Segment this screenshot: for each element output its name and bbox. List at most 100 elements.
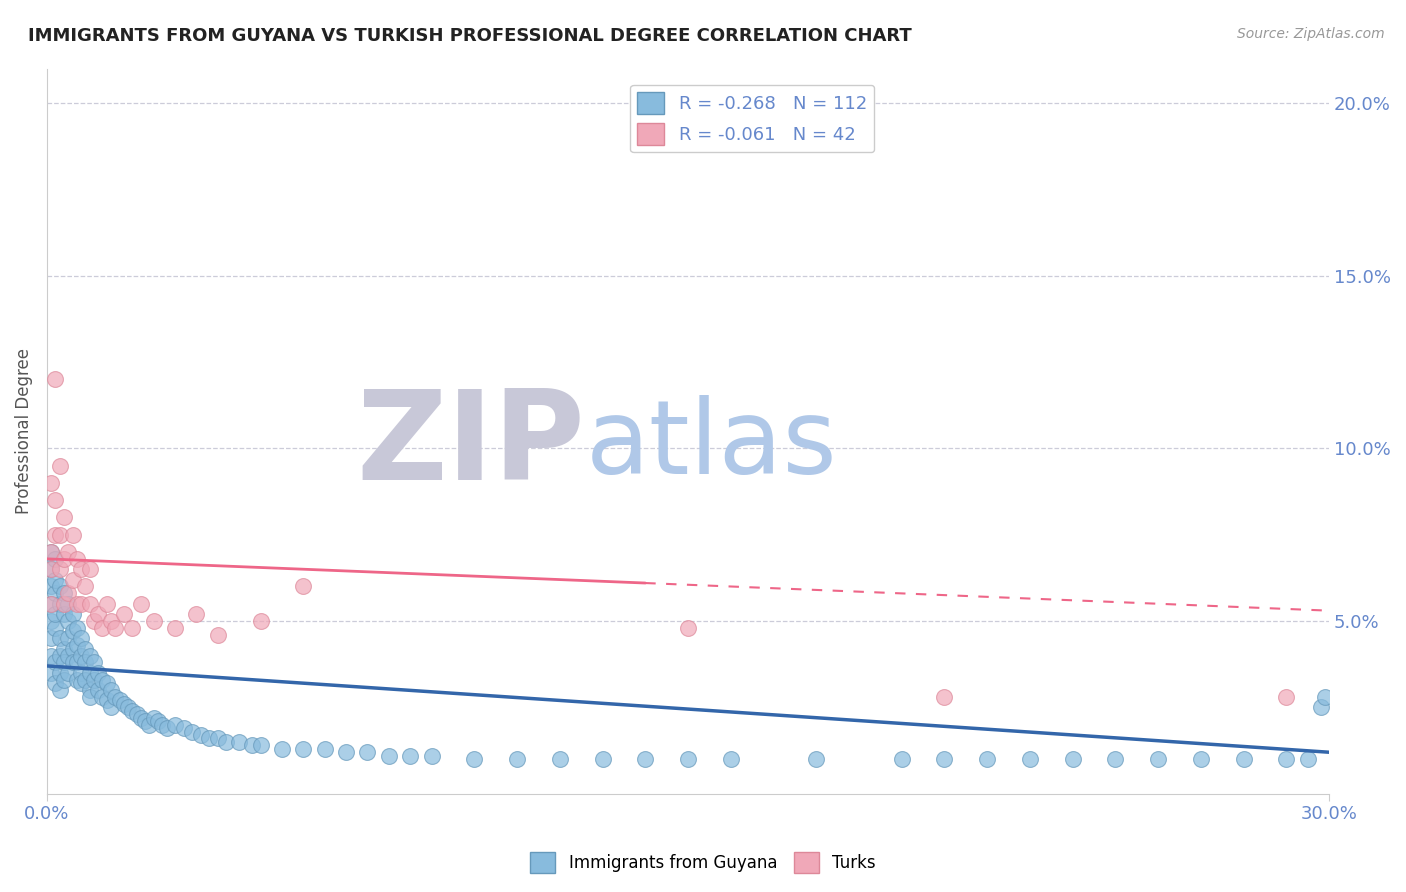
Point	[58, 632, 80, 646]
Point	[39, 597, 62, 611]
Point	[62, 527, 84, 541]
Point	[506, 752, 529, 766]
Point	[399, 748, 422, 763]
Point	[96, 676, 118, 690]
Point	[146, 714, 169, 728]
Point	[48, 648, 70, 663]
Text: IMMIGRANTS FROM GUYANA VS TURKISH PROFESSIONAL DEGREE CORRELATION CHART: IMMIGRANTS FROM GUYANA VS TURKISH PROFES…	[28, 27, 912, 45]
Point	[39, 614, 62, 628]
Point	[62, 641, 84, 656]
Point	[634, 752, 657, 766]
Point	[356, 745, 378, 759]
Point	[165, 621, 187, 635]
Text: atlas: atlas	[585, 395, 837, 496]
Point	[207, 628, 229, 642]
Point	[976, 752, 998, 766]
Point	[240, 739, 263, 753]
Point	[378, 748, 401, 763]
Point	[1275, 690, 1298, 704]
Point	[165, 717, 187, 731]
Point	[79, 648, 101, 663]
Point	[463, 752, 485, 766]
Point	[48, 527, 70, 541]
Point	[121, 704, 143, 718]
Point	[44, 621, 66, 635]
Point	[48, 579, 70, 593]
Point	[75, 656, 97, 670]
Point	[112, 607, 135, 621]
Point	[39, 648, 62, 663]
Point	[53, 673, 76, 687]
Point	[87, 683, 110, 698]
Point	[53, 597, 76, 611]
Point	[70, 648, 93, 663]
Point	[1189, 752, 1212, 766]
Point	[48, 458, 70, 473]
Point	[207, 731, 229, 746]
Point	[70, 562, 93, 576]
Point	[44, 493, 66, 508]
Point	[548, 752, 571, 766]
Point	[39, 562, 62, 576]
Point	[190, 728, 212, 742]
Point	[48, 562, 70, 576]
Point	[39, 545, 62, 559]
Point	[53, 552, 76, 566]
Point	[48, 665, 70, 680]
Point	[58, 586, 80, 600]
Point	[53, 641, 76, 656]
Point	[79, 665, 101, 680]
Point	[44, 676, 66, 690]
Point	[186, 607, 208, 621]
Point	[104, 621, 127, 635]
Point	[79, 562, 101, 576]
Point	[44, 607, 66, 621]
Point	[676, 621, 699, 635]
Point	[1313, 690, 1336, 704]
Point	[48, 683, 70, 698]
Point	[129, 711, 152, 725]
Point	[39, 475, 62, 490]
Point	[75, 673, 97, 687]
Text: ZIP: ZIP	[357, 385, 585, 506]
Point	[676, 752, 699, 766]
Point	[215, 735, 238, 749]
Point	[70, 665, 93, 680]
Point	[39, 579, 62, 593]
Point	[83, 614, 105, 628]
Point	[79, 597, 101, 611]
Point	[39, 545, 62, 559]
Point	[48, 632, 70, 646]
Point	[112, 697, 135, 711]
Point	[292, 579, 315, 593]
Point	[806, 752, 828, 766]
Point	[44, 372, 66, 386]
Point	[91, 690, 114, 704]
Point	[198, 731, 221, 746]
Point	[1147, 752, 1170, 766]
Point	[75, 641, 97, 656]
Point	[142, 614, 165, 628]
Point	[83, 673, 105, 687]
Point	[58, 545, 80, 559]
Point	[58, 648, 80, 663]
Point	[138, 717, 160, 731]
Legend: Immigrants from Guyana, Turks: Immigrants from Guyana, Turks	[523, 846, 883, 880]
Point	[314, 741, 336, 756]
Point	[96, 597, 118, 611]
Point	[1275, 752, 1298, 766]
Point	[53, 510, 76, 524]
Point	[271, 741, 294, 756]
Point	[249, 739, 271, 753]
Point	[155, 721, 177, 735]
Point	[228, 735, 250, 749]
Point	[129, 597, 152, 611]
Point	[249, 614, 271, 628]
Point	[1233, 752, 1256, 766]
Point	[890, 752, 912, 766]
Point	[39, 632, 62, 646]
Point	[70, 632, 93, 646]
Point	[96, 693, 118, 707]
Point	[70, 676, 93, 690]
Point	[1104, 752, 1126, 766]
